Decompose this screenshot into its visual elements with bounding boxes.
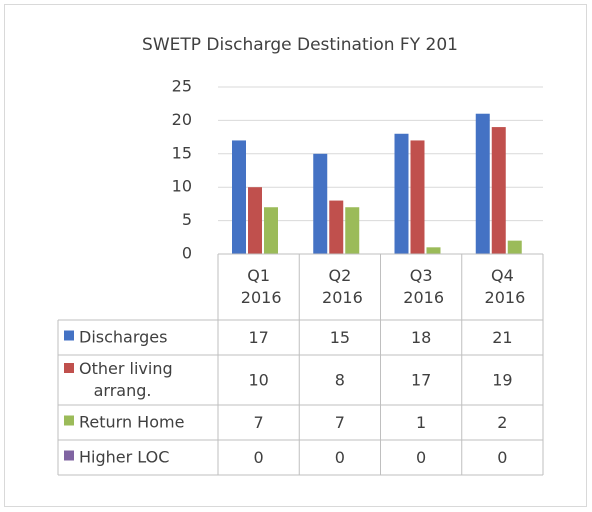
y-tick-label: 25	[172, 77, 192, 96]
x-tick-label: Q3 2016	[398, 266, 444, 307]
table-value: 18	[411, 328, 431, 347]
legend-label: Other living arrang.	[79, 359, 173, 400]
table-value: 0	[416, 448, 426, 467]
legend-key	[64, 450, 74, 461]
y-tick-label: 5	[182, 210, 192, 229]
legend-key	[64, 363, 74, 373]
table-value: 7	[335, 413, 345, 432]
x-tick-label: Q2 2016	[317, 266, 363, 307]
bar	[491, 127, 506, 254]
table-value: 15	[330, 328, 350, 347]
bar	[313, 153, 328, 254]
chart-title: SWETP Discharge Destination FY 201	[142, 35, 458, 55]
bar	[248, 187, 262, 254]
table-value: 0	[335, 448, 345, 467]
table-value: 0	[497, 448, 507, 467]
table-value: 19	[492, 371, 512, 390]
table-value: 21	[492, 328, 512, 347]
table-value: 1	[416, 413, 426, 432]
bar	[410, 140, 425, 254]
table-value: 2	[497, 413, 507, 432]
bar	[475, 113, 490, 254]
y-tick-label: 20	[172, 110, 192, 129]
legend-key	[64, 330, 74, 341]
bar	[264, 207, 278, 254]
legend-label: Higher LOC	[79, 447, 169, 466]
bar	[329, 200, 344, 254]
table-value: 0	[254, 448, 264, 467]
table-value: 17	[248, 328, 268, 347]
bar	[507, 240, 522, 254]
y-tick-label: 10	[172, 177, 192, 196]
table-value: 7	[254, 413, 264, 432]
legend-label: Discharges	[79, 327, 167, 346]
x-tick-label: Q4 2016	[479, 266, 525, 307]
y-tick-label: 0	[182, 244, 192, 263]
table-value: 8	[335, 371, 345, 390]
bar	[426, 247, 441, 254]
y-tick-label: 15	[172, 143, 192, 162]
table-value: 17	[411, 371, 431, 390]
bar	[345, 207, 360, 254]
bar	[232, 140, 246, 254]
chart-border	[4, 4, 587, 507]
legend-label: Return Home	[79, 412, 184, 431]
x-tick-label: Q1 2016	[236, 266, 282, 307]
bar	[394, 133, 409, 254]
table-value: 10	[248, 371, 268, 390]
legend-key	[64, 415, 74, 426]
